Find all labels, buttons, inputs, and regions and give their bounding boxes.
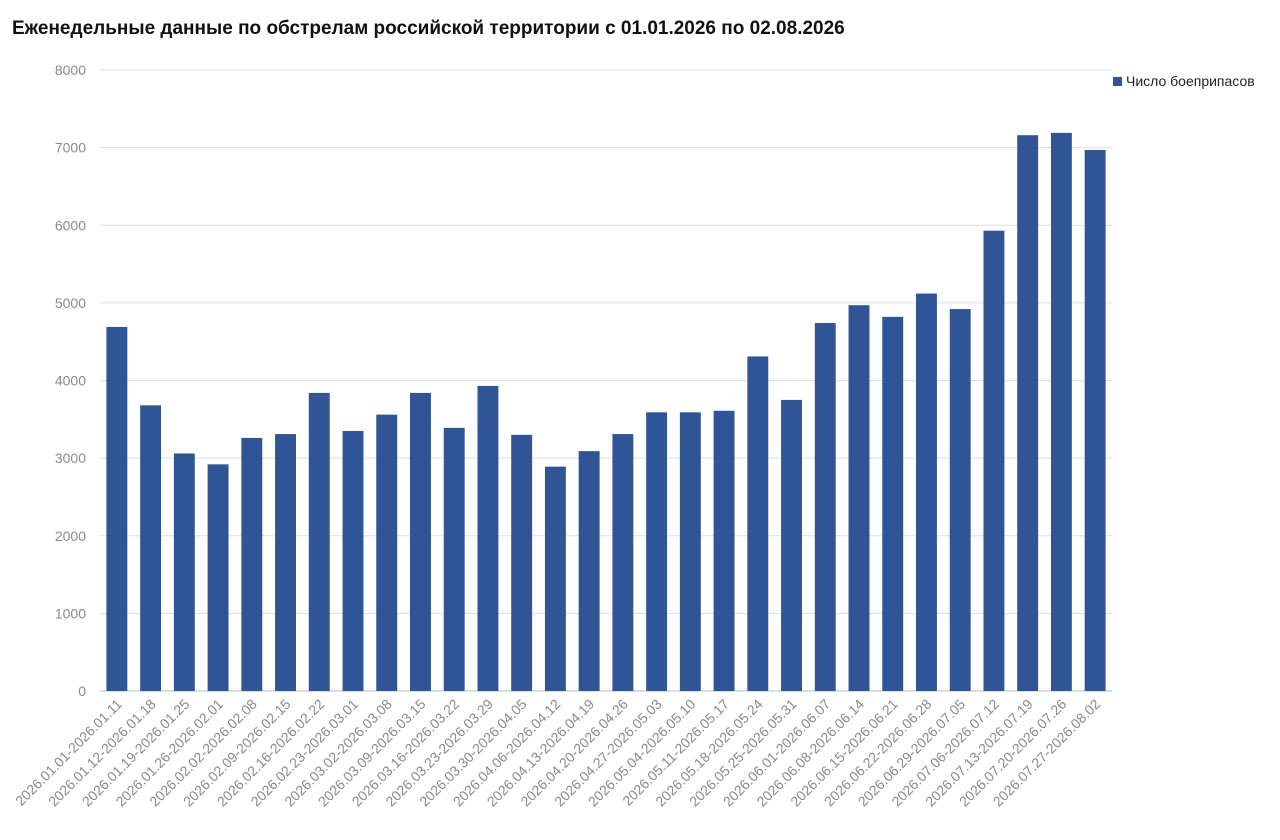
- bar: [511, 434, 533, 691]
- bar: [848, 305, 870, 691]
- bar: [1084, 149, 1106, 692]
- bar: [410, 392, 431, 691]
- bar: [477, 385, 499, 691]
- y-tick-label: 2000: [55, 528, 86, 544]
- bar: [376, 414, 398, 691]
- chart-title: Еженедельные данные по обстрелам российс…: [12, 18, 845, 39]
- bar: [882, 316, 904, 691]
- bar: [679, 412, 701, 691]
- bar: [949, 309, 971, 691]
- y-tick-label: 7000: [55, 140, 86, 156]
- bar: [275, 434, 296, 691]
- y-tick-label: 8000: [55, 62, 86, 78]
- legend-label: Число боеприпасов: [1126, 73, 1255, 89]
- bar: [308, 392, 330, 691]
- bar: [342, 430, 364, 691]
- bar: [612, 434, 634, 691]
- bar: [713, 410, 735, 691]
- bar: [983, 230, 1005, 691]
- y-tick-label: 4000: [55, 373, 86, 389]
- bar: [241, 437, 263, 691]
- legend-swatch: [1113, 76, 1122, 86]
- gridlines: [100, 69, 1112, 692]
- y-tick-label: 1000: [55, 605, 86, 621]
- y-tick-label: 6000: [55, 217, 86, 233]
- bar: [106, 326, 128, 691]
- bar: [1017, 135, 1039, 691]
- bar: [814, 323, 836, 691]
- bar: [544, 466, 566, 691]
- bars: [106, 132, 1106, 692]
- bar: [747, 356, 769, 691]
- y-tick-label: 5000: [55, 295, 86, 311]
- bar: [140, 405, 162, 691]
- y-tick-label: 3000: [55, 450, 86, 466]
- bar: [1050, 132, 1072, 692]
- bar: [646, 412, 668, 691]
- x-axis-ticks: 2026.01.01-2026.01.112026.01.12-2026.01.…: [12, 696, 1103, 810]
- bar: [781, 399, 802, 691]
- y-axis-ticks: 0 1000 2000 3000 4000 5000 6000 7000 8000: [55, 62, 86, 699]
- bar: [578, 451, 600, 691]
- bar: [443, 427, 465, 691]
- bar: [916, 293, 937, 691]
- bar: [173, 453, 195, 691]
- legend: Число боеприпасов: [1113, 73, 1255, 89]
- y-tick-label: 0: [78, 683, 86, 699]
- bar: [207, 464, 229, 691]
